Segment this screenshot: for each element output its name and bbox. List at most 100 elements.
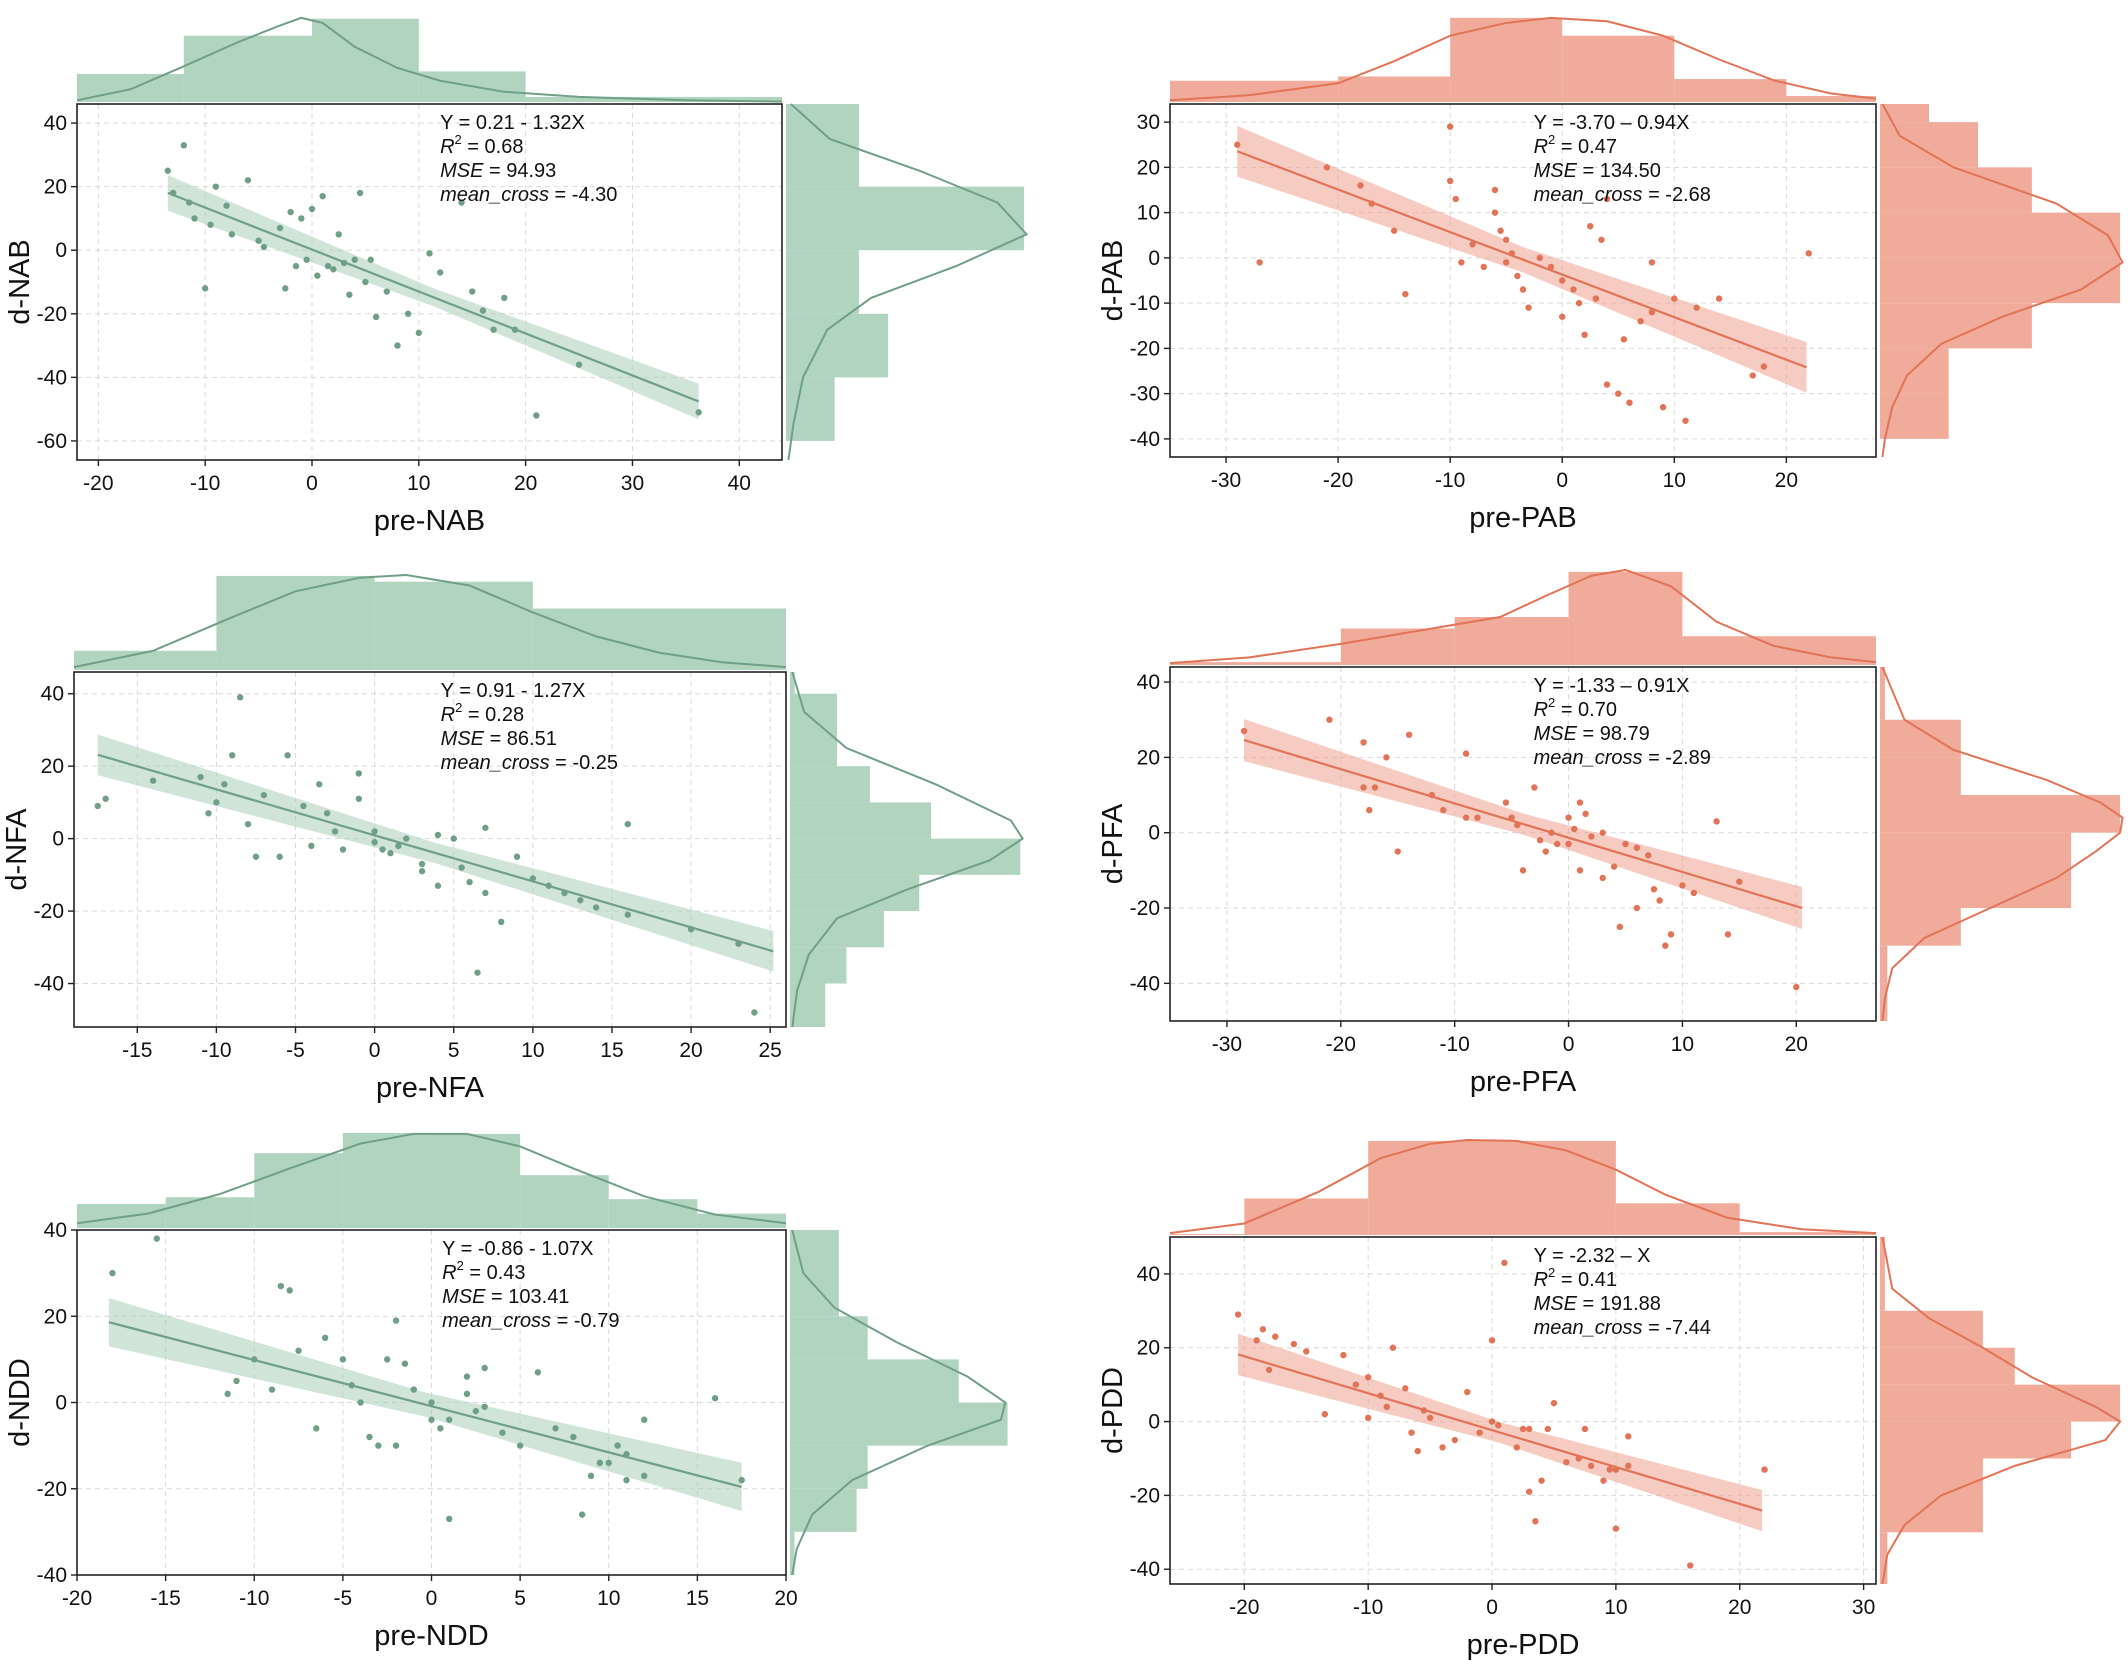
right-hist-bar <box>1880 393 1949 439</box>
top-kde-line <box>76 1132 787 1225</box>
data-point <box>450 835 457 842</box>
x-tick-label: 10 <box>1671 1033 1694 1056</box>
data-point <box>695 409 702 416</box>
right-hist-bar <box>790 672 795 694</box>
data-point <box>300 802 307 810</box>
regression-line <box>1236 150 1807 369</box>
data-point <box>1474 814 1481 821</box>
data-point <box>1682 417 1689 424</box>
data-point <box>1366 806 1373 814</box>
data-point <box>323 810 331 817</box>
data-point <box>102 795 109 802</box>
data-point <box>1713 818 1720 825</box>
data-point <box>371 839 378 846</box>
data-point <box>436 269 444 276</box>
top-hist-bar <box>697 1213 786 1228</box>
x-tick-label: 5 <box>448 1039 460 1062</box>
data-point <box>1389 1344 1397 1351</box>
data-point <box>410 1386 417 1393</box>
data-point <box>1402 290 1409 298</box>
mse-value: MSE = 86.51 <box>441 728 557 750</box>
x-tick-label: 25 <box>758 1039 781 1062</box>
data-point <box>1626 399 1633 406</box>
y-tick-label: 0 <box>1148 1411 1160 1434</box>
top-hist-bar <box>216 575 375 670</box>
x-tick-label: -10 <box>1435 469 1465 492</box>
data-point <box>1575 1455 1582 1462</box>
y-tick-label: -40 <box>1130 972 1160 995</box>
top-hist-bar <box>1170 1234 1245 1235</box>
top-hist-bar <box>1450 17 1563 103</box>
data-point <box>223 202 230 209</box>
y-axis-label: d-PAB <box>1097 240 1129 322</box>
y-axis-label: d-PDD <box>1097 1367 1129 1454</box>
right-hist-bar <box>790 911 884 948</box>
right-hist-bar <box>790 1531 795 1575</box>
data-point <box>375 1442 382 1449</box>
data-point <box>319 192 326 200</box>
data-point <box>1553 840 1561 848</box>
data-point <box>228 231 236 238</box>
data-point <box>501 294 508 302</box>
data-point <box>201 285 209 292</box>
data-point <box>169 189 177 197</box>
x-tick-label: 10 <box>1604 1596 1627 1619</box>
data-point <box>346 291 353 298</box>
data-point <box>1360 739 1367 746</box>
right-hist-bar <box>790 766 870 803</box>
data-point <box>1667 931 1675 938</box>
mean-cross: mean_cross = -4.30 <box>440 184 617 206</box>
top-hist-bar <box>532 608 786 670</box>
data-point <box>1420 1407 1428 1414</box>
right-kde-line <box>1881 1236 2122 1585</box>
data-point <box>1519 867 1527 874</box>
data-point <box>434 831 442 839</box>
r-squared: R2 = 0.68 <box>440 132 523 158</box>
x-tick-label: -10 <box>1439 1033 1469 1056</box>
data-point <box>153 1235 160 1242</box>
y-tick-label: -20 <box>1130 1484 1160 1507</box>
y-axis-label: d-NFA <box>1 808 33 891</box>
x-tick-label: 20 <box>774 1587 797 1610</box>
data-point <box>1525 1425 1533 1433</box>
data-point <box>1612 1525 1620 1532</box>
data-point <box>428 1399 435 1406</box>
data-point <box>578 1511 586 1518</box>
data-point <box>1650 885 1658 893</box>
mse-value: MSE = 103.41 <box>442 1286 569 1308</box>
right-hist-bar <box>1880 1532 1888 1584</box>
data-point <box>1501 1259 1508 1267</box>
data-point <box>511 326 519 333</box>
y-axis-label: d-NDD <box>4 1358 36 1447</box>
data-point <box>1648 259 1656 266</box>
data-point <box>1749 372 1756 379</box>
data-point <box>1690 889 1698 897</box>
data-point <box>1491 209 1499 216</box>
x-tick-label: -30 <box>1212 1033 1242 1056</box>
y-tick-label: -20 <box>1130 897 1160 920</box>
x-tick-label: -20 <box>1326 1033 1356 1056</box>
data-point <box>1340 1351 1347 1359</box>
data-point <box>1462 750 1470 757</box>
data-point <box>1488 1418 1496 1425</box>
y-tick-label: 10 <box>1137 202 1160 225</box>
data-point <box>1408 1429 1415 1436</box>
data-point <box>1440 806 1447 814</box>
data-point <box>533 412 540 419</box>
right-hist-bar <box>1880 122 1978 168</box>
y-tick-label: 0 <box>1148 247 1160 270</box>
x-tick-label: -10 <box>239 1587 269 1610</box>
data-point <box>1536 837 1544 844</box>
data-point <box>575 361 583 368</box>
data-point <box>339 846 347 853</box>
data-point <box>1272 1333 1279 1340</box>
data-point <box>276 853 283 860</box>
data-point <box>463 1373 471 1380</box>
data-point <box>1548 829 1555 836</box>
panel-1: -30 -20 -10 0 10 20 30 20 10 0 -10 -20 -30 -40 pre-PAB… <box>1097 16 2124 534</box>
data-point <box>1693 304 1700 311</box>
mean-cross: mean_cross = -2.89 <box>1534 747 1711 769</box>
top-hist-bar <box>1454 617 1569 665</box>
data-point <box>428 1416 435 1423</box>
x-tick-label: -10 <box>190 472 220 495</box>
